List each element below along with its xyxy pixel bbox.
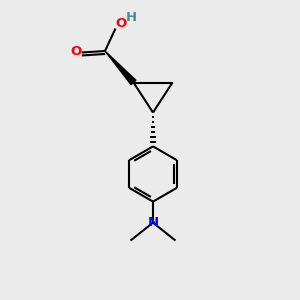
Text: H: H [125, 11, 137, 24]
Text: O: O [115, 16, 126, 30]
Text: O: O [70, 45, 81, 58]
Text: N: N [147, 216, 159, 229]
Polygon shape [105, 51, 136, 85]
